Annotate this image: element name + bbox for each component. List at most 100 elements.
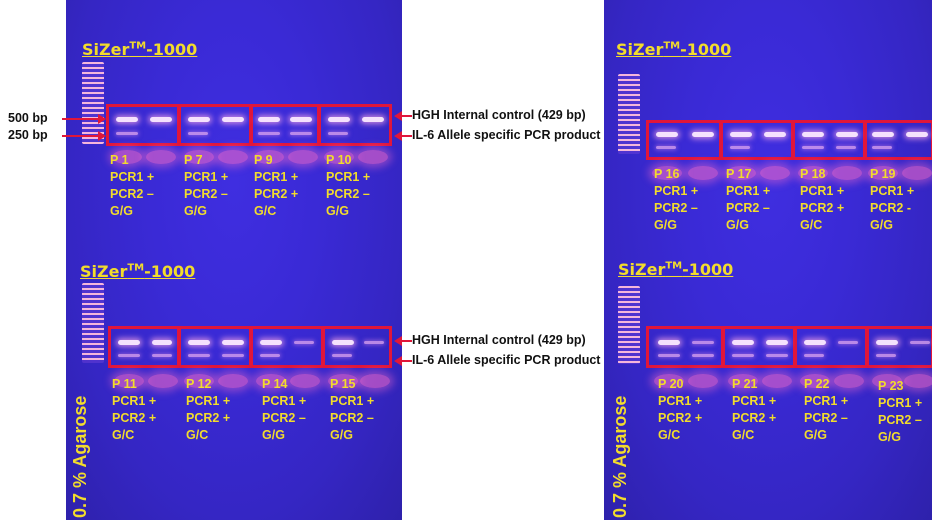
lane-label: P 16 PCR1 + PCR2 – G/G <box>654 167 699 232</box>
lane-label: P 9 PCR1 + PCR2 + G/C <box>254 153 299 218</box>
gel-band <box>910 341 930 344</box>
gel-band <box>222 117 244 122</box>
gel-band <box>116 132 138 135</box>
gel-band <box>802 146 824 149</box>
gel-well <box>726 166 756 180</box>
gel-well <box>254 150 284 164</box>
lane-group-box-left-bottom-2 <box>178 326 252 368</box>
gel-band <box>188 132 208 135</box>
gel-well <box>218 374 248 388</box>
gel-band <box>328 117 350 122</box>
arrow-hgh-top <box>402 115 412 117</box>
lane-label: P 23 PCR1 + PCR2 – G/G <box>878 379 923 444</box>
lane-label: P 19 PCR1 + PCR2 - G/G <box>870 167 915 232</box>
left-gel-image: SiZerTM-1000 P 1 PCR1 + PCR2 – G/G P 7 PCR1 … <box>66 0 402 520</box>
size-label-250bp: 250 bp <box>8 128 48 142</box>
arrow-il6-top <box>402 135 412 137</box>
gel-well <box>324 150 354 164</box>
gel-well <box>688 374 718 388</box>
gel-band <box>294 341 314 344</box>
lane-group-box-left-bottom-4 <box>322 326 392 368</box>
arrow-il6-bottom <box>402 360 412 362</box>
gel-well <box>114 374 144 388</box>
gel-band <box>118 354 140 357</box>
gel-well <box>834 374 864 388</box>
gel-well <box>654 374 684 388</box>
gel-band <box>290 117 312 122</box>
lane-group-box-left-bottom-1 <box>108 326 180 368</box>
gel-band <box>692 354 714 357</box>
marker-label-left-top: SiZerTM-1000 <box>82 40 198 59</box>
gel-band <box>764 132 786 137</box>
gel-band <box>692 132 714 137</box>
gel-well <box>146 150 176 164</box>
arrow-head-il6-top <box>394 131 402 141</box>
annotation-il6-bottom: IL-6 Allele specific PCR product <box>412 353 601 367</box>
gel-well <box>148 374 178 388</box>
gel-band <box>150 117 172 122</box>
lane-label: P 1 PCR1 + PCR2 – G/G <box>110 153 155 218</box>
gel-well <box>800 374 830 388</box>
gel-band <box>872 132 894 137</box>
lane-label: P 21 PCR1 + PCR2 + G/C <box>732 377 777 442</box>
lane-group-box-right-top-4 <box>864 120 932 160</box>
gel-band <box>260 354 280 357</box>
gel-band <box>656 132 678 137</box>
agarose-label-right: 0.7 % Agarose <box>610 395 630 518</box>
right-gel-image: SiZerTM-1000 P 16 PCR1 + PCR2 – G/G P 17 PCR… <box>604 0 932 520</box>
lane-group-box-right-top-1 <box>646 120 722 160</box>
annotation-hgh-bottom: HGH Internal control (429 bp) <box>412 333 586 347</box>
gel-well <box>288 150 318 164</box>
lane-group-box-left-top-3 <box>250 104 320 146</box>
arrow-250bp <box>62 135 98 137</box>
gel-band <box>364 341 384 344</box>
lane-group-box-right-top-2 <box>720 120 794 160</box>
gel-well <box>868 166 898 180</box>
arrow-head-hgh-top <box>394 111 402 121</box>
gel-well <box>904 374 932 388</box>
gel-band <box>766 354 788 357</box>
gel-band <box>258 132 280 135</box>
gel-band <box>732 340 754 345</box>
size-label-500bp: 500 bp <box>8 111 48 125</box>
gel-band <box>290 132 312 135</box>
dna-ladder-right-bottom <box>618 286 640 364</box>
lane-label: P 12 PCR1 + PCR2 + G/C <box>186 377 231 442</box>
gel-band <box>258 117 280 122</box>
marker-label-right-top: SiZerTM-1000 <box>616 40 732 59</box>
gel-band <box>188 340 210 345</box>
gel-band <box>692 341 714 344</box>
gel-well <box>760 166 790 180</box>
gel-band <box>656 146 676 149</box>
gel-band <box>152 354 172 357</box>
gel-band <box>838 341 858 344</box>
gel-well <box>328 374 358 388</box>
arrow-head-hgh-bottom <box>394 336 402 346</box>
gel-band <box>260 340 282 345</box>
lane-label: P 11 PCR1 + PCR2 + G/C <box>112 377 157 442</box>
gel-band <box>732 354 754 357</box>
gel-band <box>332 354 352 357</box>
arrow-head-250bp <box>98 131 106 141</box>
gel-well <box>290 374 320 388</box>
lane-group-box-left-top-1 <box>106 104 180 146</box>
gel-band <box>876 354 896 357</box>
gel-band <box>658 354 680 357</box>
lane-group-box-left-bottom-3 <box>250 326 324 368</box>
gel-band <box>116 117 138 122</box>
gel-well <box>652 166 682 180</box>
gel-band <box>876 340 898 345</box>
lane-label: P 7 PCR1 + PCR2 – G/G <box>184 153 229 218</box>
gel-well <box>184 150 214 164</box>
gel-well <box>872 374 902 388</box>
gel-well <box>358 150 388 164</box>
lane-group-box-left-top-2 <box>178 104 252 146</box>
arrow-500bp <box>62 118 98 120</box>
dna-ladder-right-top <box>618 74 640 154</box>
gel-band <box>222 340 244 345</box>
gel-band <box>804 354 824 357</box>
gel-band <box>658 340 680 345</box>
gel-well <box>762 374 792 388</box>
lane-group-box-right-bottom-4 <box>866 326 932 368</box>
gel-well <box>832 166 862 180</box>
